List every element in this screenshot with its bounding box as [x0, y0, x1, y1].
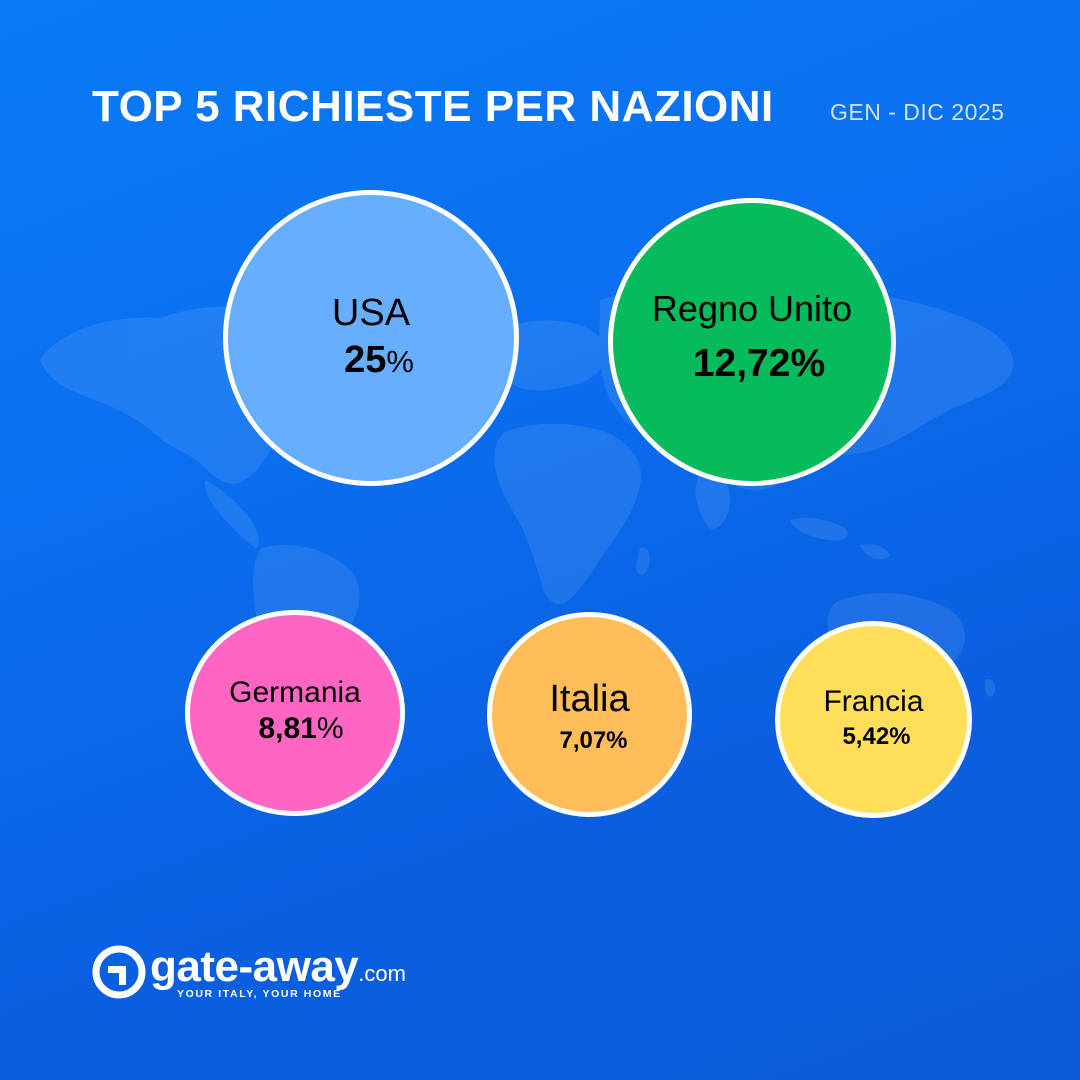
value-number-francia: 5,42% [842, 722, 911, 750]
country-value-regno-unito: 12,72% [666, 342, 852, 386]
bubble-francia: Francia 5,42% [775, 621, 972, 818]
bubble-usa: USA 25% [223, 190, 519, 486]
brand-tld: .com [358, 961, 406, 986]
period-label: GEN - DIC 2025 [830, 99, 1005, 125]
value-number-regno-unito: 12,72% [692, 342, 826, 385]
brand-wordmark: gate-away.com [150, 944, 406, 997]
gate-away-logo-icon [92, 945, 146, 999]
brand-name: gate-away [150, 942, 359, 991]
country-name-italia: Italia [549, 678, 630, 720]
value-unit-germania: % [316, 712, 344, 745]
page-title: TOP 5 RICHIESTE PER NAZIONI [92, 82, 774, 131]
country-value-italia: 7,07% [557, 727, 629, 755]
country-name-regno-unito: Regno Unito [651, 288, 853, 329]
bubble-italia: Italia 7,07% [487, 612, 692, 817]
brand-tagline: YOUR ITALY, YOUR HOME [177, 988, 342, 1000]
gate-away-logo: gate-away.com YOUR ITALY, YOUR HOME [92, 942, 432, 1002]
country-value-germania: 8,81% [241, 712, 361, 746]
value-number-germania: 8,81 [258, 712, 317, 745]
country-name-francia: Francia [823, 684, 924, 718]
value-number-usa: 25 [344, 339, 387, 381]
country-name-usa: USA [331, 292, 411, 334]
bubble-germania: Germania 8,81% [185, 610, 405, 816]
bubble-regno-unito: Regno Unito 12,72% [608, 198, 896, 486]
country-name-germania: Germania [229, 676, 361, 709]
value-number-italia: 7,07% [559, 727, 628, 754]
country-value-francia: 5,42% [829, 723, 923, 751]
value-unit-usa: % [386, 344, 414, 379]
country-value-usa: 25% [344, 339, 414, 382]
